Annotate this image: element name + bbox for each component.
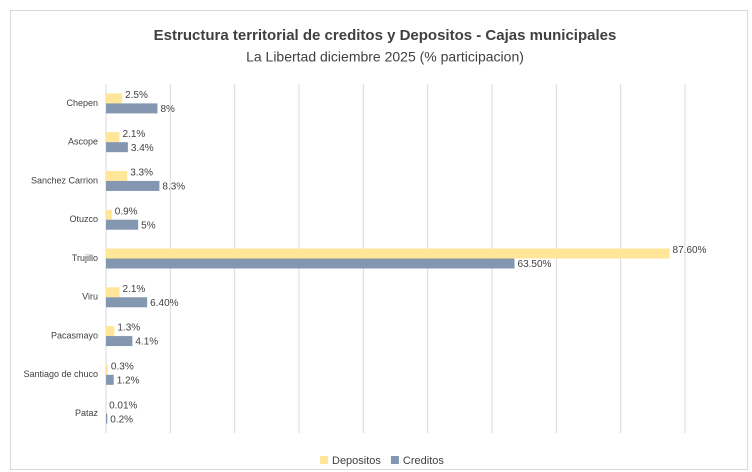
data-label: 1.3% [117, 323, 140, 334]
bar [106, 248, 670, 259]
data-label: 0.3% [111, 361, 134, 372]
data-label: 1.2% [117, 375, 140, 386]
bar [106, 364, 108, 375]
legend-swatch [320, 456, 328, 464]
data-label: 8.3% [162, 182, 185, 193]
chart-subtitle: La Libertad diciembre 2025 (% participac… [246, 49, 524, 65]
bar [106, 413, 108, 424]
data-label: 4.1% [135, 337, 158, 348]
bar [106, 103, 158, 114]
data-label: 3.3% [130, 168, 153, 179]
data-label: 0.01% [109, 400, 137, 411]
bar [106, 219, 139, 230]
bar [106, 287, 120, 298]
data-label: 0.2% [110, 414, 133, 425]
y-tick-label: Trujillo [72, 253, 98, 263]
data-label: 6.40% [150, 298, 178, 309]
data-label: 8% [160, 104, 175, 115]
y-tick-label: Santiago de chuco [23, 369, 98, 379]
data-label: 5% [141, 220, 156, 231]
bar [106, 209, 112, 220]
y-tick-label: Ascope [68, 137, 98, 147]
bar [106, 336, 133, 347]
chart-title: Estructura territorial de creditos y Dep… [154, 27, 617, 44]
y-tick-label: Viru [82, 292, 98, 302]
y-tick-label: Pataz [75, 408, 99, 418]
bar [106, 326, 115, 337]
data-label: 0.9% [115, 206, 138, 217]
bar [106, 142, 128, 153]
y-tick-label: Pacasmayo [51, 330, 98, 340]
chart-frame [10, 10, 748, 470]
bar [106, 297, 148, 308]
data-label: 3.4% [131, 143, 154, 154]
data-label: 2.1% [123, 129, 146, 140]
data-label: 2.1% [123, 284, 146, 295]
data-label: 87.60% [673, 245, 707, 256]
y-tick-label: Otuzco [69, 214, 98, 224]
data-label: 2.5% [125, 90, 148, 101]
legend-label: Creditos [403, 455, 444, 467]
bar [106, 258, 515, 269]
y-tick-label: Chepen [66, 98, 98, 108]
bar [106, 132, 120, 143]
bar [106, 180, 160, 191]
bar [106, 374, 114, 385]
legend-swatch [390, 456, 399, 464]
data-label: 63.50% [518, 259, 552, 270]
bar [106, 170, 128, 181]
y-tick-label: Sanchez Carrion [31, 175, 98, 185]
legend-label: Depositos [332, 455, 381, 467]
bar [106, 93, 123, 104]
